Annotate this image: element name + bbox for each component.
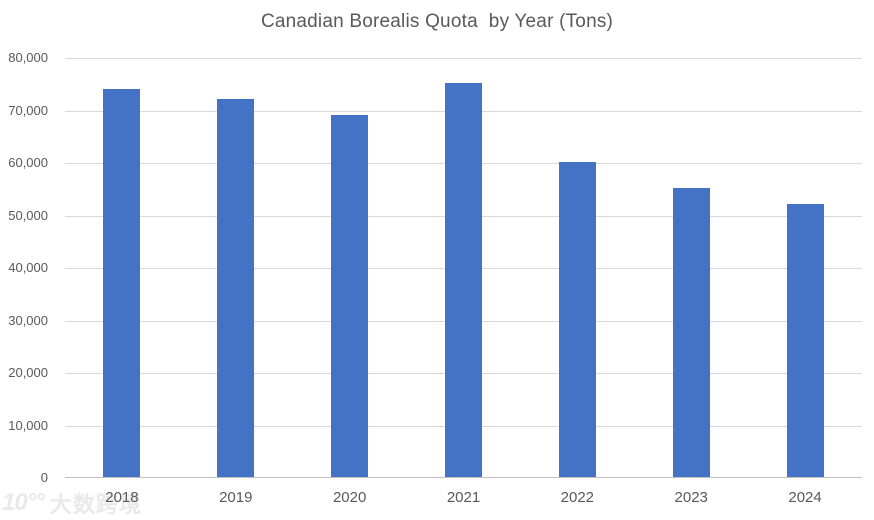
chart-title: Canadian Borealis Quota by Year (Tons) <box>260 11 614 32</box>
bar-2023 <box>672 188 710 477</box>
bar-2022 <box>558 162 596 477</box>
bar-2020 <box>331 114 369 477</box>
bar-2021 <box>445 83 482 477</box>
x-tick-label: 2024 <box>788 489 822 506</box>
y-tick-label: 0 <box>40 470 48 485</box>
y-tick-label: 80,000 <box>8 50 48 65</box>
plot-area <box>65 58 862 478</box>
gridline <box>65 58 862 59</box>
x-tick-label: 2019 <box>219 489 253 506</box>
y-tick-label: 60,000 <box>8 155 48 170</box>
y-tick-label: 50,000 <box>8 207 48 223</box>
x-tick-label: 2022 <box>560 489 595 506</box>
y-tick-label: 70,000 <box>8 102 48 118</box>
y-tick-label: 20,000 <box>8 365 48 380</box>
x-tick-label: 2023 <box>674 489 708 506</box>
bar-2019 <box>217 99 255 477</box>
x-tick-label: 2021 <box>446 489 481 506</box>
y-tick-label: 30,000 <box>8 312 48 328</box>
bar-2024 <box>786 204 824 477</box>
y-tick-label: 10,000 <box>8 417 48 433</box>
x-axis: 2018 2019 2020 2021 2022 2023 2024 <box>65 487 862 511</box>
x-tick-label: 2018 <box>105 489 139 506</box>
y-tick-label: 40,000 <box>8 260 48 275</box>
x-tick-label: 2020 <box>332 489 367 506</box>
bar-2018 <box>103 88 141 477</box>
y-axis: 0 10,000 20,000 30,000 40,000 50,000 60,000 70,… <box>0 51 48 485</box>
watermark-logo-icon: 10°° <box>2 489 45 516</box>
